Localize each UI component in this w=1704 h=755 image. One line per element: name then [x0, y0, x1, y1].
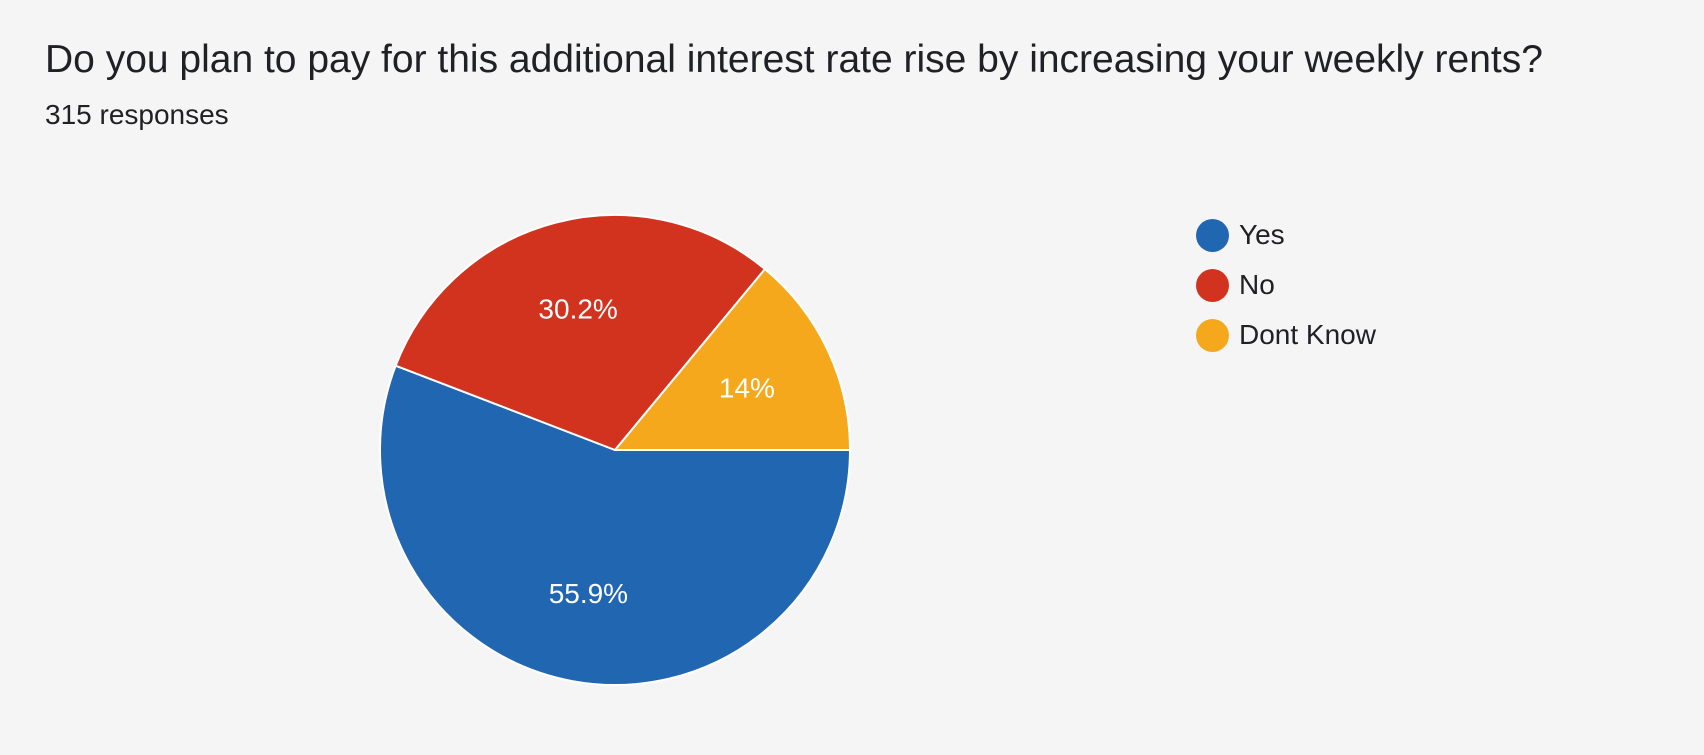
slice-label-no: 30.2% [538, 294, 617, 325]
legend-label-no: No [1239, 269, 1275, 300]
legend-item-no[interactable]: No [1196, 260, 1376, 310]
chart-legend: Yes No Dont Know [1196, 210, 1376, 360]
legend-swatch-yes [1196, 218, 1229, 252]
slice-label-dont-know: 14% [719, 373, 775, 404]
question-title: Do you plan to pay for this additional i… [45, 38, 1543, 81]
slice-label-yes: 55.9% [549, 578, 628, 609]
legend-label-yes: Yes [1239, 219, 1285, 250]
legend-item-yes[interactable]: Yes [1196, 210, 1376, 260]
response-count: 315 responses [45, 99, 229, 130]
pie-labels: 55.9% 30.2% 14% [538, 294, 774, 609]
pie-slices [379, 214, 851, 686]
legend-item-dont-know[interactable]: Dont Know [1196, 310, 1376, 360]
pie-slice-yes[interactable] [379, 364, 851, 686]
legend-swatch-dont-know [1196, 318, 1229, 352]
pie-slice-dont-know[interactable] [614, 268, 851, 451]
pie-slice-no[interactable] [394, 214, 766, 451]
legend-swatch-no [1196, 268, 1229, 302]
legend-label-dont-know: Dont Know [1239, 319, 1376, 350]
